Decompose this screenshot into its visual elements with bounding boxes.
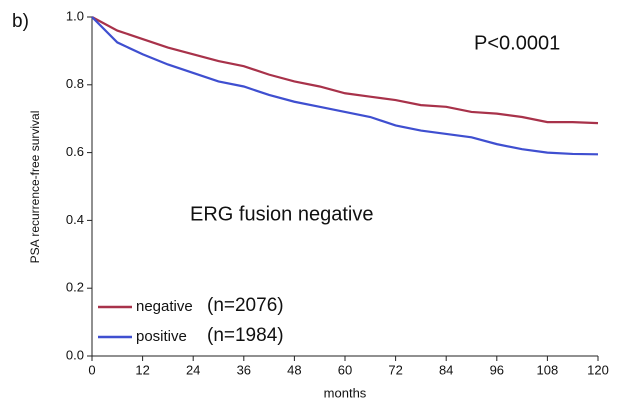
y-tick-label: 0.0 — [66, 347, 84, 362]
x-axis-label: months — [324, 385, 367, 400]
legend-count: (n=1984) — [207, 325, 284, 346]
subgroup-label: ERG fusion negative — [190, 203, 373, 225]
legend-label: negative — [136, 298, 193, 315]
y-tick-label: 0.2 — [66, 280, 84, 295]
x-tick-label: 72 — [388, 362, 402, 377]
p-value: P<0.0001 — [474, 32, 560, 54]
x-tick-label: 24 — [186, 362, 200, 377]
x-tick-label: 84 — [439, 362, 453, 377]
x-tick-label: 36 — [237, 362, 251, 377]
x-tick-label: 120 — [587, 362, 609, 377]
y-axis-label: PSA recurrence-free survival — [28, 111, 42, 264]
panel-label: b) — [12, 11, 29, 32]
survival-curve — [91, 16, 599, 156]
x-tick-label: 60 — [338, 362, 352, 377]
legend-count: (n=2076) — [207, 295, 284, 316]
survival-curve — [91, 16, 599, 125]
y-tick-label: 0.6 — [66, 144, 84, 159]
x-tick-label: 12 — [135, 362, 149, 377]
legend-label: positive — [136, 328, 187, 345]
x-tick-label: 0 — [88, 362, 95, 377]
y-tick-label: 0.4 — [66, 212, 84, 227]
y-tick-label: 1.0 — [66, 8, 84, 23]
x-tick-label: 96 — [490, 362, 504, 377]
x-tick-label: 108 — [537, 362, 559, 377]
x-tick-label: 48 — [287, 362, 301, 377]
y-tick-label: 0.8 — [66, 76, 84, 91]
